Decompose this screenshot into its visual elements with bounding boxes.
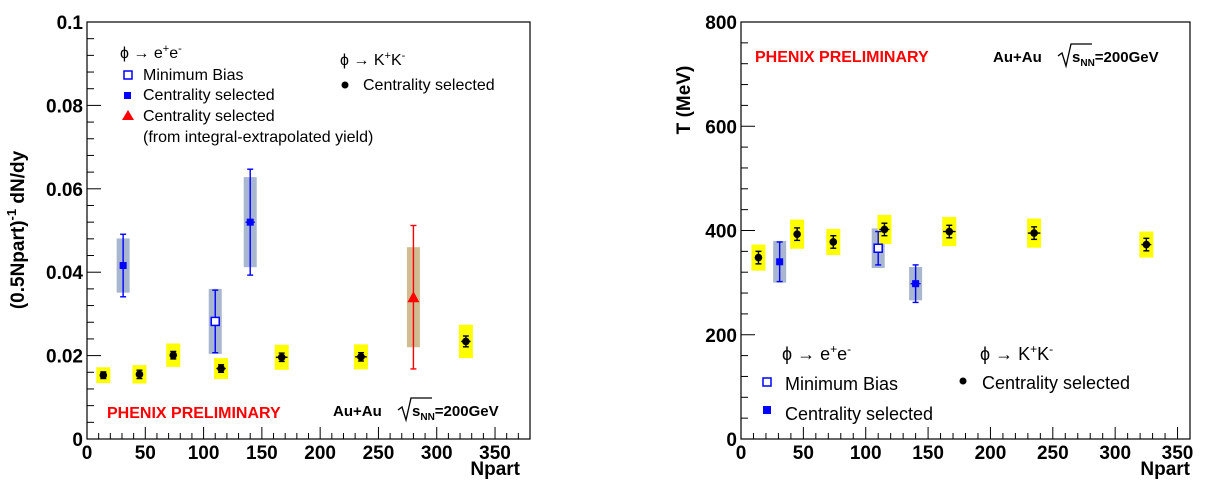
left-system-label: Au+Au sNN=200GeV [333, 397, 499, 423]
right-x-axis-label: Npart [1140, 459, 1190, 480]
right-x-tick-label: 200 [975, 443, 1007, 464]
left-legend: ϕ → e+e- Minimum Bias Centrality selecte… [120, 43, 495, 146]
left-legend-triangle-icon [122, 110, 134, 120]
right-x-tick-label: 250 [1037, 443, 1069, 464]
right-ee-centrality-point [912, 280, 920, 288]
right-kk-point [829, 238, 838, 246]
left-axis-ticks: 0 50 100 150 200 250 300 350 0 0.02 0.04 0.06 0.08 0.… [46, 13, 519, 464]
left-sys-boxes [96, 177, 473, 384]
left-y-tick-label: 0.1 [57, 13, 84, 34]
left-x-tick-label: 50 [135, 443, 156, 464]
left-legend-circle-icon [341, 81, 349, 89]
right-x-tick-label: 50 [793, 443, 814, 464]
left-ee-centrality-point [246, 218, 254, 226]
left-x-axis-label: Npart [470, 459, 520, 480]
left-x-tick-label: 300 [421, 443, 453, 464]
right-kk-point [754, 253, 763, 262]
left-x-tick-label: 0 [82, 443, 93, 464]
svg-text:Au+Au: Au+Au [993, 49, 1042, 66]
left-y-axis-label: (0.5Npart)-1 dN/dy [4, 150, 29, 309]
right-y-axis-label: T (MeV) [674, 66, 695, 135]
right-x-tick-label: 100 [850, 443, 882, 464]
left-x-tick-label: 250 [363, 443, 395, 464]
right-kk-point [1030, 229, 1038, 237]
left-legend-kk-title: ϕ → K+K- [340, 50, 406, 69]
right-legend-item-kk: Centrality selected [982, 373, 1130, 393]
left-ee-centrality-point [119, 262, 127, 270]
right-sqrt-sign [1057, 43, 1092, 69]
left-y-tick-label: 0.02 [46, 347, 83, 368]
left-x-tick-label: 100 [188, 443, 220, 464]
right-legend-kk-title: ϕ → K+K- [980, 342, 1053, 364]
left-legend-item-extrap-note: (from integral-extrapolated yield) [143, 129, 373, 146]
left-x-tick-label: 350 [479, 443, 511, 464]
right-legend-item-centrality: Centrality selected [785, 404, 933, 424]
svg-text:sNN=200GeV: sNN=200GeV [412, 403, 499, 423]
right-kk-point [793, 230, 801, 238]
left-ee-extrapolated-point [407, 291, 420, 303]
right-legend-filled-square-icon [763, 406, 771, 414]
left-kk-point [99, 371, 108, 379]
left-kk-point [135, 370, 144, 379]
svg-text:Au+Au: Au+Au [333, 403, 382, 420]
left-kk-point [169, 351, 178, 359]
right-y-tick-label: 200 [705, 326, 737, 347]
left-panel: 0 50 100 150 200 250 300 350 0 0.02 0.04 0.06 0.08 0.… [4, 13, 531, 480]
right-ee-minbias-point [873, 243, 883, 253]
left-y-tick-label: 0 [72, 430, 83, 451]
right-x-tick-label: 300 [1099, 443, 1131, 464]
left-sqrt-sign [397, 397, 432, 423]
right-legend-item-min-bias: Minimum Bias [785, 374, 898, 394]
right-ee-centrality-point [776, 258, 784, 266]
left-kk-point [277, 353, 286, 362]
right-markers [754, 225, 1151, 288]
right-sys-boxes [751, 214, 1154, 301]
left-y-tick-label: 0.04 [46, 263, 83, 284]
left-x-tick-label: 150 [246, 443, 278, 464]
right-legend-ee-title: ϕ → e+e- [782, 342, 851, 364]
right-y-tick-label: 0 [726, 430, 737, 451]
right-legend-open-square-icon [762, 377, 772, 387]
left-x-tick-label: 200 [304, 443, 336, 464]
right-x-tick-label: 350 [1162, 443, 1194, 464]
right-legend-circle-icon [959, 377, 967, 385]
right-x-tick-label: 150 [912, 443, 944, 464]
right-preliminary-label: PHENIX PRELIMINARY [755, 49, 929, 66]
right-legend: ϕ → e+e- Minimum Bias Centrality selecte… [762, 342, 1130, 424]
right-system-label: Au+Au sNN=200GeV [993, 43, 1159, 69]
left-y-tick-label: 0.08 [46, 96, 83, 117]
left-legend-item-min-bias: Minimum Bias [143, 67, 243, 84]
left-kk-point [462, 337, 470, 346]
right-axis-ticks: 0 50 100 150 200 250 300 350 0 200 400 600 800 [705, 13, 1193, 464]
right-kk-point [880, 225, 889, 234]
right-x-tick-label: 0 [736, 443, 747, 464]
right-y-tick-label: 600 [705, 117, 737, 138]
left-legend-filled-square-icon [124, 92, 131, 99]
right-y-tick-label: 800 [705, 13, 737, 34]
right-kk-point [1142, 240, 1151, 249]
left-legend-ee-title: ϕ → e+e- [120, 43, 182, 62]
left-y-tick-label: 0.06 [46, 180, 83, 201]
right-panel: 0 50 100 150 200 250 300 350 0 200 400 600 800 T (Me… [674, 13, 1193, 480]
left-legend-item-kk: Centrality selected [363, 77, 495, 94]
left-kk-point [357, 353, 365, 361]
left-legend-item-centrality: Centrality selected [143, 87, 275, 104]
left-preliminary-label: PHENIX PRELIMINARY [107, 405, 281, 422]
left-legend-open-square-icon [123, 70, 133, 80]
left-markers [99, 218, 470, 379]
right-kk-point [945, 227, 954, 236]
left-ee-minbias-point [210, 316, 220, 327]
right-y-tick-label: 400 [705, 222, 737, 243]
svg-text:sNN=200GeV: sNN=200GeV [1072, 49, 1159, 69]
left-kk-point [217, 364, 225, 373]
left-legend-item-centrality-extrap: Centrality selected [143, 108, 275, 125]
